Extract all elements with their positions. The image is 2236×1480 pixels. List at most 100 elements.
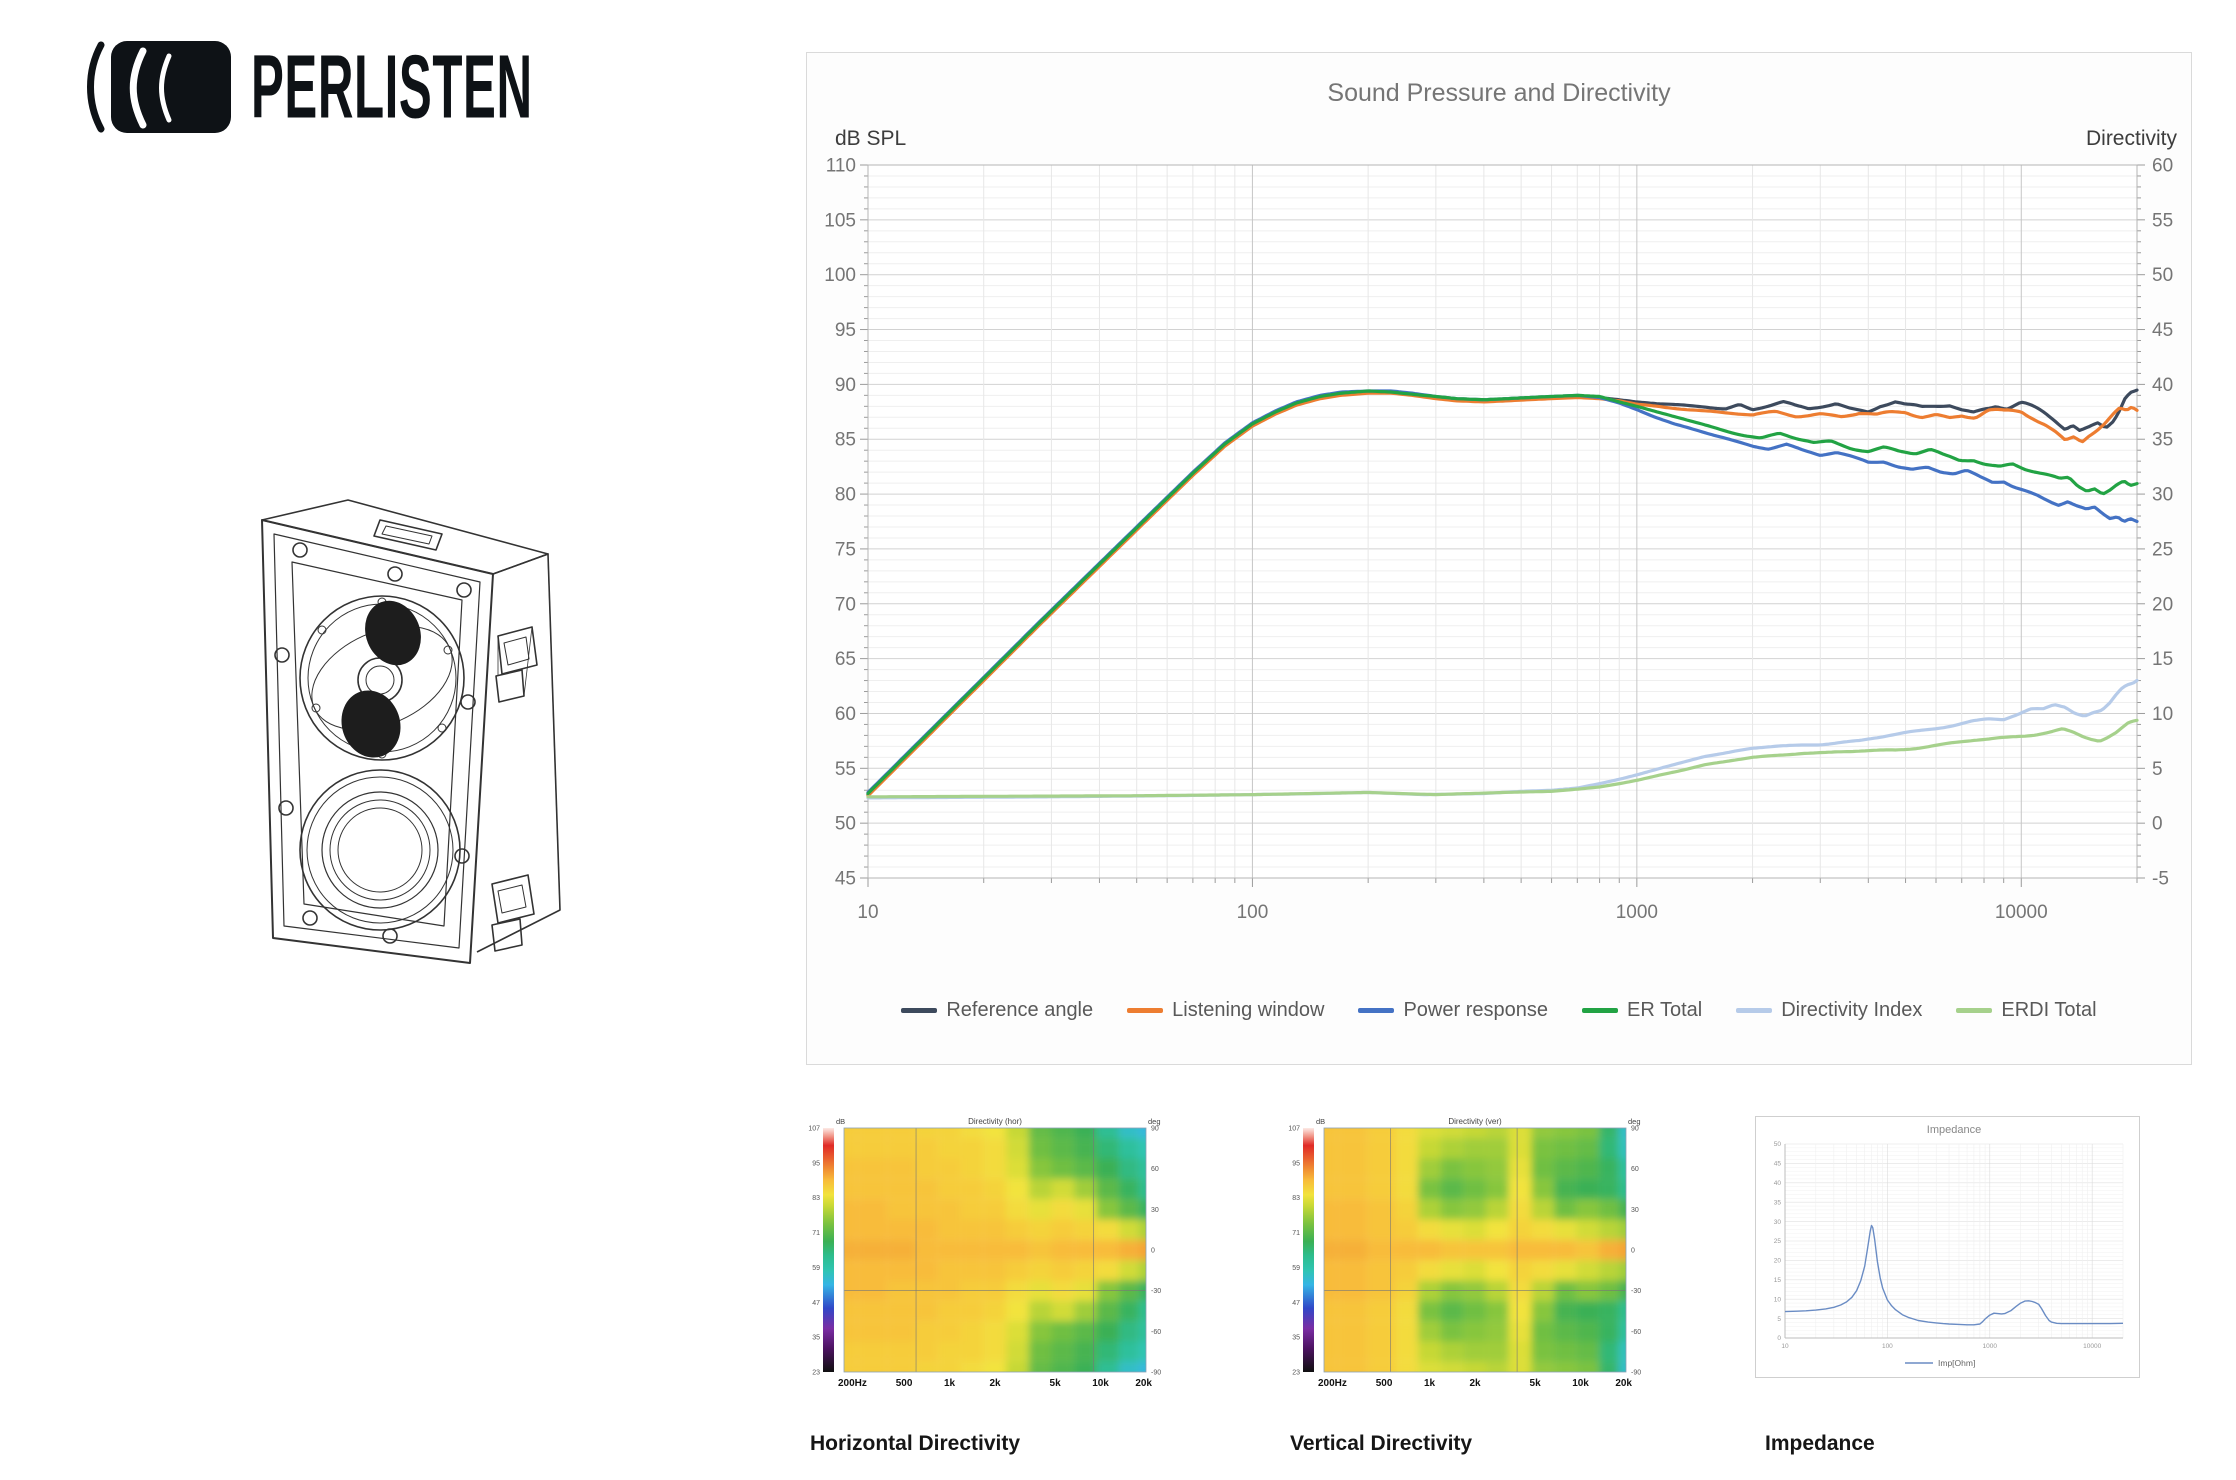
svg-text:Imp[Ohm]: Imp[Ohm] xyxy=(1938,1358,1975,1368)
svg-text:45: 45 xyxy=(2152,320,2173,341)
caption-vertical-directivity: Vertical Directivity xyxy=(1290,1432,1473,1455)
svg-text:50: 50 xyxy=(1774,1141,1782,1148)
svg-text:10: 10 xyxy=(2152,704,2173,725)
svg-text:10: 10 xyxy=(1774,1296,1782,1303)
svg-text:107: 107 xyxy=(1288,1126,1300,1133)
svg-text:40: 40 xyxy=(2152,375,2173,396)
sound-pressure-directivity-chart: Sound Pressure and Directivity dB SPL Di… xyxy=(806,52,2192,1065)
svg-text:45: 45 xyxy=(1774,1161,1782,1168)
svg-text:500: 500 xyxy=(896,1378,913,1389)
svg-text:47: 47 xyxy=(1292,1300,1300,1307)
svg-text:100: 100 xyxy=(824,265,856,286)
svg-text:30: 30 xyxy=(2152,485,2173,506)
legend-swatch xyxy=(901,1008,938,1013)
svg-text:25: 25 xyxy=(2152,539,2173,560)
svg-text:83: 83 xyxy=(812,1195,820,1202)
svg-text:80: 80 xyxy=(835,485,856,506)
svg-text:1000: 1000 xyxy=(1983,1343,1998,1350)
legend-item[interactable]: Listening window xyxy=(1127,999,1324,1022)
svg-text:10: 10 xyxy=(1781,1343,1789,1350)
svg-text:71: 71 xyxy=(1292,1230,1300,1237)
vertical-directivity-heatmap[interactable]: Directivity (ver) dB deg 107 95 83 71 59 47 35 23 9… xyxy=(1282,1116,1672,1398)
legend-label: ERDI Total xyxy=(2001,999,2097,1021)
svg-text:65: 65 xyxy=(835,649,856,670)
svg-text:60: 60 xyxy=(1631,1166,1639,1173)
svg-text:95: 95 xyxy=(812,1160,820,1167)
svg-text:35: 35 xyxy=(1292,1335,1300,1342)
brand-name: PERLISTEN xyxy=(251,36,533,137)
svg-text:85: 85 xyxy=(835,430,856,451)
perlisten-logo-mark-icon xyxy=(87,41,231,133)
svg-text:deg: deg xyxy=(1148,1117,1161,1126)
svg-text:20: 20 xyxy=(2152,594,2173,615)
svg-text:-90: -90 xyxy=(1631,1370,1641,1377)
svg-text:0: 0 xyxy=(2152,814,2163,835)
legend-item[interactable]: ERDI Total xyxy=(1956,999,2097,1022)
svg-text:5k: 5k xyxy=(1050,1378,1062,1389)
svg-text:75: 75 xyxy=(835,539,856,560)
svg-text:59: 59 xyxy=(812,1265,820,1272)
legend-item[interactable]: Directivity Index xyxy=(1736,999,1922,1022)
legend-label: Power response xyxy=(1403,999,1548,1021)
svg-text:50: 50 xyxy=(2152,265,2173,286)
svg-text:-30: -30 xyxy=(1151,1288,1161,1295)
svg-text:0: 0 xyxy=(1631,1248,1635,1255)
svg-text:2k: 2k xyxy=(1469,1378,1481,1389)
svg-text:110: 110 xyxy=(826,156,856,177)
svg-text:60: 60 xyxy=(2152,156,2173,177)
svg-text:47: 47 xyxy=(812,1300,820,1307)
main-plot-area: 45 50 55 60 65 70 75 80 85 90 95 100 105 110 -5 0 5 10 15 2… xyxy=(824,156,2173,924)
legend-label: Directivity Index xyxy=(1781,999,1923,1021)
svg-text:1000: 1000 xyxy=(1616,902,1658,923)
svg-text:5: 5 xyxy=(1777,1316,1781,1323)
svg-text:5k: 5k xyxy=(1530,1378,1542,1389)
legend-label: Listening window xyxy=(1172,999,1325,1021)
svg-text:40: 40 xyxy=(1774,1180,1782,1187)
svg-text:200Hz: 200Hz xyxy=(1318,1378,1347,1389)
svg-text:20: 20 xyxy=(1774,1258,1782,1265)
svg-text:45: 45 xyxy=(835,869,856,890)
horizontal-directivity-heatmap[interactable]: Directivity (hor) dB deg 107 95 83 71 59 47 35 23 9… xyxy=(802,1116,1192,1398)
chart-legend: Reference angle Listening window Power res… xyxy=(807,999,2191,1022)
svg-text:95: 95 xyxy=(835,320,856,341)
right-axis-label: Directivity xyxy=(2085,127,2177,150)
svg-text:0: 0 xyxy=(1151,1248,1155,1255)
svg-text:20k: 20k xyxy=(1135,1378,1152,1389)
svg-text:Directivity (hor): Directivity (hor) xyxy=(968,1117,1022,1126)
svg-text:dB: dB xyxy=(1316,1117,1325,1126)
svg-text:500: 500 xyxy=(1376,1378,1393,1389)
svg-text:59: 59 xyxy=(1292,1265,1300,1272)
svg-text:35: 35 xyxy=(812,1335,820,1342)
svg-text:25: 25 xyxy=(1774,1238,1782,1245)
svg-text:71: 71 xyxy=(812,1230,820,1237)
legend-item[interactable]: Reference angle xyxy=(901,999,1093,1022)
svg-text:10000: 10000 xyxy=(2083,1343,2101,1350)
legend-swatch xyxy=(1358,1008,1395,1013)
svg-text:55: 55 xyxy=(2152,210,2173,231)
svg-text:100: 100 xyxy=(1882,1343,1893,1350)
svg-text:-60: -60 xyxy=(1631,1329,1641,1336)
svg-text:107: 107 xyxy=(808,1126,820,1133)
legend-item[interactable]: Power response xyxy=(1358,999,1548,1022)
svg-text:-30: -30 xyxy=(1631,1288,1641,1295)
svg-text:83: 83 xyxy=(1292,1195,1300,1202)
svg-text:10: 10 xyxy=(857,902,878,923)
impedance-chart: Impedance 0 5 10 15 20 25 30 35 40 45 50 10 100 1000 10… xyxy=(1755,1116,2140,1378)
svg-text:35: 35 xyxy=(1774,1199,1782,1206)
svg-text:-90: -90 xyxy=(1151,1370,1161,1377)
svg-text:50: 50 xyxy=(835,814,856,835)
svg-text:-5: -5 xyxy=(2152,869,2169,890)
svg-text:23: 23 xyxy=(812,1370,820,1377)
legend-item[interactable]: ER Total xyxy=(1582,999,1702,1022)
svg-text:15: 15 xyxy=(1774,1277,1782,1284)
svg-text:1k: 1k xyxy=(1424,1378,1436,1389)
legend-swatch xyxy=(1127,1008,1164,1013)
svg-text:dB: dB xyxy=(836,1117,845,1126)
svg-text:70: 70 xyxy=(835,594,856,615)
legend-label: Reference angle xyxy=(946,999,1094,1021)
left-axis-label: dB SPL xyxy=(835,127,907,150)
svg-text:90: 90 xyxy=(1631,1126,1639,1133)
svg-text:2k: 2k xyxy=(989,1378,1001,1389)
svg-text:35: 35 xyxy=(2152,430,2173,451)
svg-text:55: 55 xyxy=(835,759,856,780)
